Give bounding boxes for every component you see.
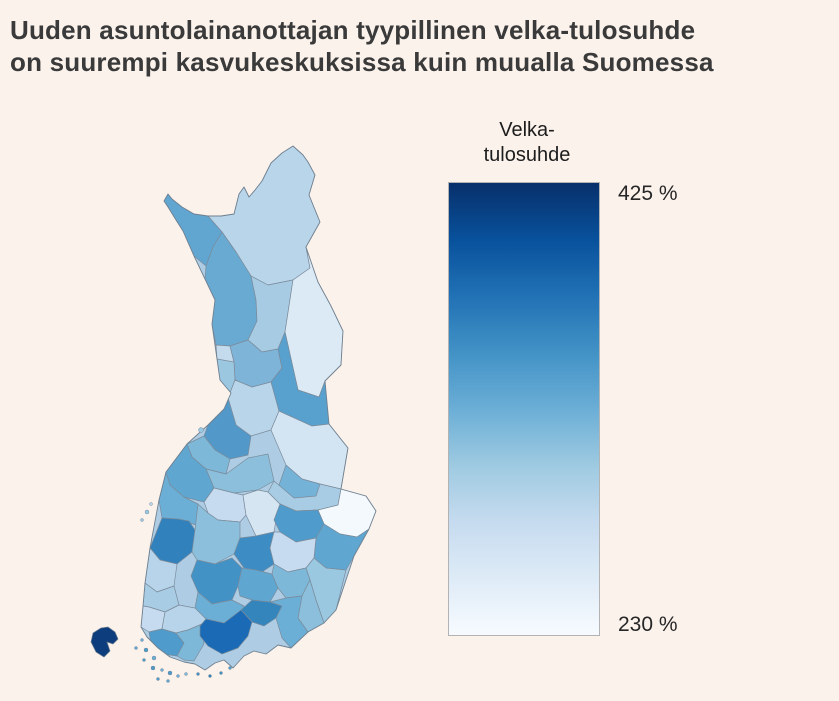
map-island-13 — [184, 672, 188, 676]
map-island-2 — [149, 502, 153, 506]
map-region-r41 — [199, 609, 253, 655]
map-island-9 — [150, 665, 156, 671]
map-island-17 — [208, 674, 212, 678]
map-island-1 — [140, 518, 144, 522]
map-island-16 — [196, 672, 200, 676]
map-island-12 — [176, 674, 180, 678]
legend-title-line-1: Velka- — [499, 119, 555, 141]
map-island-6 — [143, 647, 149, 653]
map-region-aland — [90, 626, 119, 658]
map-island-18 — [219, 671, 223, 675]
legend-title: Velka- tulosuhde — [444, 118, 610, 168]
map-island-3 — [198, 427, 204, 433]
map-island-0 — [144, 509, 150, 515]
map-island-14 — [166, 679, 170, 683]
map-island-15 — [156, 677, 160, 681]
finland-outline — [140, 145, 377, 671]
map-island-7 — [151, 655, 157, 661]
map-island-4 — [140, 638, 144, 642]
finland-choropleth-map — [58, 140, 400, 688]
map-island-10 — [160, 668, 164, 672]
map-island-5 — [134, 646, 138, 650]
finland-map-svg — [90, 145, 377, 683]
page-title-line-2: on suurempi kasvukeskuksissa kuin muuall… — [10, 47, 714, 77]
legend-title-line-2: tulosuhde — [483, 144, 571, 166]
map-island-19 — [228, 666, 232, 670]
legend-max-label: 425 % — [618, 182, 678, 205]
legend-gradient-bar — [448, 182, 600, 636]
page-title-line-1: Uuden asuntolainanottajan tyypillinen ve… — [10, 15, 696, 45]
map-region-r31 — [190, 557, 243, 605]
page-title: Uuden asuntolainanottajan tyypillinen ve… — [10, 14, 836, 78]
legend-min-label: 230 % — [618, 613, 678, 636]
map-island-11 — [167, 670, 173, 676]
map-region-r39 — [175, 623, 205, 662]
map-island-8 — [142, 658, 146, 662]
